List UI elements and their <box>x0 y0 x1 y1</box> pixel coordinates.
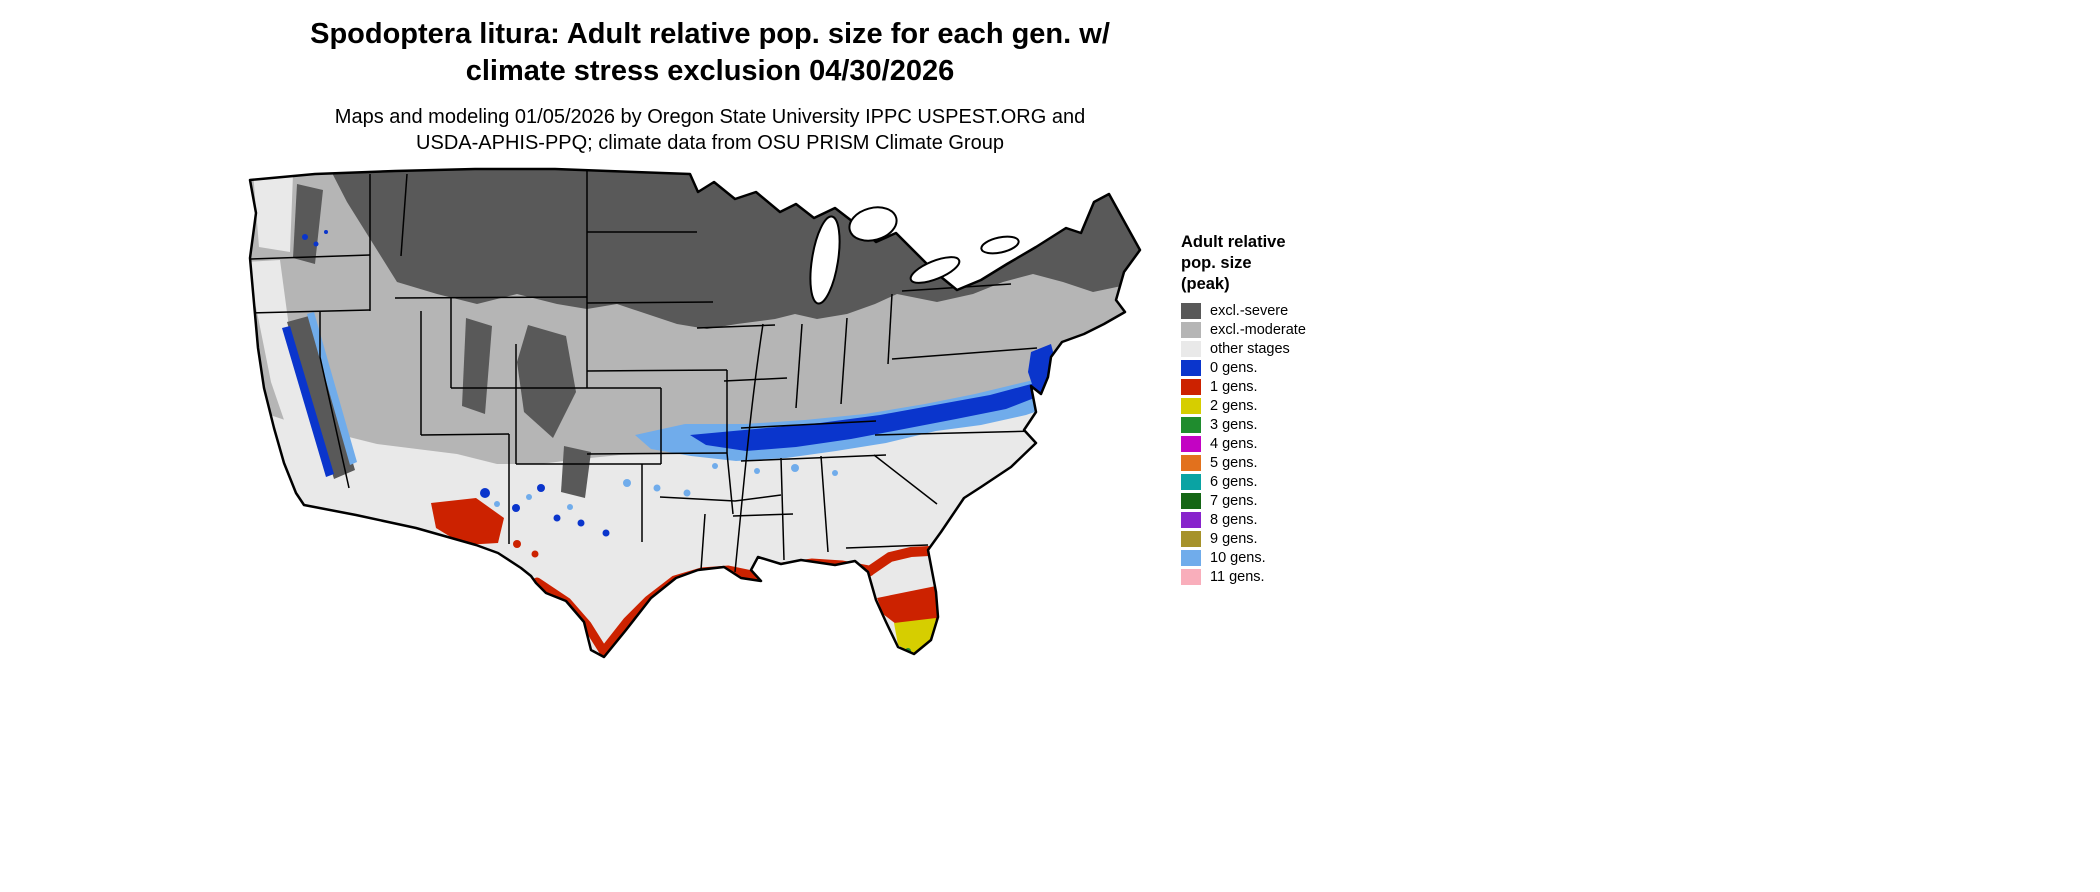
map-subtitle: Maps and modeling 01/05/2026 by Oregon S… <box>120 104 1300 156</box>
region-colorado-rockies-dark <box>517 325 576 438</box>
legend-item: 0 gens. <box>1181 358 1391 377</box>
legend-item: excl.-moderate <box>1181 320 1391 339</box>
legend-item: 5 gens. <box>1181 453 1391 472</box>
legend-label: 8 gens. <box>1210 511 1258 528</box>
legend-label: 2 gens. <box>1210 397 1258 414</box>
legend-title-line3: (peak) <box>1181 275 1230 293</box>
legend-swatch <box>1181 473 1201 490</box>
legend-item: 3 gens. <box>1181 415 1391 434</box>
legend-title-line2: pop. size <box>1181 254 1252 272</box>
map-fill-layers <box>250 169 1140 657</box>
legend-label: 10 gens. <box>1210 549 1266 566</box>
legend-item: 10 gens. <box>1181 548 1391 567</box>
legend-swatch <box>1181 435 1201 452</box>
legend-item: 1 gens. <box>1181 377 1391 396</box>
legend-label: excl.-severe <box>1210 302 1289 319</box>
legend-label: 9 gens. <box>1210 530 1258 547</box>
red-speckles <box>483 530 539 558</box>
map-title-line2: climate stress exclusion 04/30/2026 <box>465 55 955 87</box>
map-subtitle-line2: USDA-APHIS-PPQ; climate data from OSU PR… <box>416 132 1004 154</box>
legend-swatch <box>1181 302 1201 319</box>
legend-label: 3 gens. <box>1210 416 1258 433</box>
legend-label: 4 gens. <box>1210 435 1258 452</box>
lake-huron <box>848 206 898 242</box>
legend-label: excl.-moderate <box>1210 321 1306 338</box>
region-sierra-blue-stripe <box>282 326 334 477</box>
legend-label: 7 gens. <box>1210 492 1258 509</box>
lightblue-speckles <box>494 463 838 510</box>
legend-item: 2 gens. <box>1181 396 1391 415</box>
legend-swatch <box>1181 568 1201 585</box>
region-south-florida-yellow <box>894 618 936 655</box>
legend-swatch <box>1181 321 1201 338</box>
legend-item: 7 gens. <box>1181 491 1391 510</box>
legend-swatch <box>1181 549 1201 566</box>
legend-items: excl.-severe excl.-moderate other stages 0 … <box>1181 301 1391 586</box>
legend-label: other stages <box>1210 340 1290 357</box>
legend-item: 11 gens. <box>1181 567 1391 586</box>
legend-swatch <box>1181 416 1201 433</box>
legend-label: 6 gens. <box>1210 473 1258 490</box>
legend-swatch <box>1181 359 1201 376</box>
region-newmexico-dark <box>561 446 591 498</box>
legend-swatch <box>1181 530 1201 547</box>
lake-erie <box>909 256 961 284</box>
legend-swatch <box>1181 492 1201 509</box>
region-band-blue <box>690 383 1047 451</box>
region-central-florida-red <box>877 586 938 624</box>
legend-swatch <box>1181 454 1201 471</box>
legend-swatch <box>1181 511 1201 528</box>
lake-ontario <box>980 235 1020 255</box>
legend-item: 4 gens. <box>1181 434 1391 453</box>
legend-label: 1 gens. <box>1210 378 1258 395</box>
legend-swatch <box>1181 340 1201 357</box>
state-borders <box>250 171 1038 573</box>
lake-michigan <box>809 215 841 305</box>
region-wasatch-dark <box>462 318 492 414</box>
legend-label: 0 gens. <box>1210 359 1258 376</box>
legend-item: other stages <box>1181 339 1391 358</box>
legend-item: excl.-severe <box>1181 301 1391 320</box>
legend-title-line1: Adult relative <box>1181 233 1286 251</box>
legend-swatch <box>1181 378 1201 395</box>
map-subtitle-line1: Maps and modeling 01/05/2026 by Oregon S… <box>334 106 1086 128</box>
legend-item: 8 gens. <box>1181 510 1391 529</box>
us-map <box>235 152 1150 672</box>
legend-item: 9 gens. <box>1181 529 1391 548</box>
legend: Adult relative pop. size (peak) excl.-se… <box>1181 232 1391 586</box>
legend-label: 11 gens. <box>1210 568 1265 585</box>
blue-speckles <box>302 230 610 537</box>
legend-label: 5 gens. <box>1210 454 1258 471</box>
great-lakes <box>809 206 1020 305</box>
legend-swatch <box>1181 397 1201 414</box>
us-map-svg <box>248 167 1142 659</box>
legend-item: 6 gens. <box>1181 472 1391 491</box>
header: Spodoptera litura: Adult relative pop. s… <box>120 16 1300 156</box>
region-north-florida-red <box>866 546 934 575</box>
region-puget-light <box>253 172 293 252</box>
map-title-line1: Spodoptera litura: Adult relative pop. s… <box>310 18 1110 50</box>
